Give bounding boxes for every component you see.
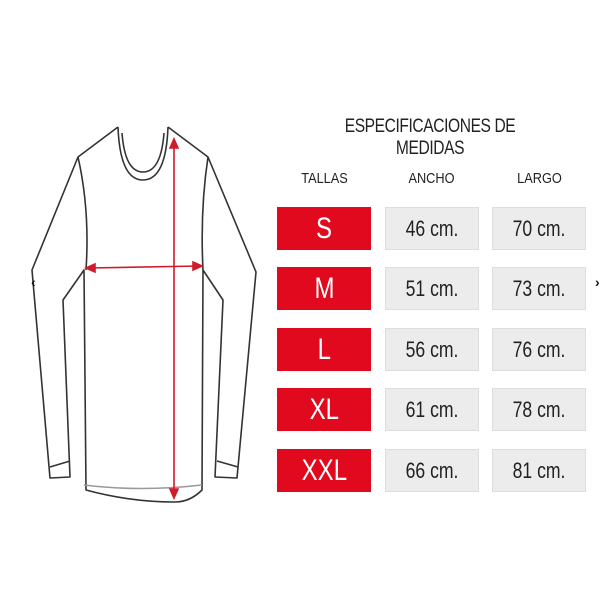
width-cell: 51 cm. xyxy=(385,267,479,310)
length-arrow-head-top xyxy=(168,137,180,149)
shirt-outline xyxy=(31,126,257,503)
size-cell: L xyxy=(277,328,371,371)
length-cell: 78 cm. xyxy=(492,388,586,431)
length-cell-text: 76 cm. xyxy=(512,336,566,362)
size-cell: S xyxy=(277,207,371,250)
header-width: ANCHO xyxy=(408,170,455,187)
header-size: TALLAS xyxy=(301,170,348,187)
width-cell-text: 56 cm. xyxy=(405,336,459,362)
width-arrow-head-left xyxy=(84,262,96,274)
size-cell: XL xyxy=(277,388,371,431)
size-cell: M xyxy=(277,267,371,310)
size-cell-text: XXL xyxy=(301,453,347,487)
length-cell-text: 78 cm. xyxy=(512,396,566,422)
length-cell-text: 70 cm. xyxy=(512,215,566,241)
length-cell: 81 cm. xyxy=(492,449,586,492)
width-cell-text: 51 cm. xyxy=(405,275,459,301)
width-arrow xyxy=(88,265,200,269)
prev-image-arrow-icon[interactable]: ‹ xyxy=(31,274,36,290)
length-cell: 73 cm. xyxy=(492,267,586,310)
width-cell: 61 cm. xyxy=(385,388,479,431)
length-cell: 76 cm. xyxy=(492,328,586,371)
size-cell: XXL xyxy=(277,449,371,492)
size-cell-text: L xyxy=(317,332,331,366)
chart-title: ESPECIFICACIONES DE MEDIDAS xyxy=(344,116,516,159)
width-cell-text: 66 cm. xyxy=(405,457,459,483)
length-cell: 70 cm. xyxy=(492,207,586,250)
length-arrow-head-bottom xyxy=(168,488,180,500)
header-length: LARGO xyxy=(517,170,562,187)
size-cell-text: XL xyxy=(309,392,339,426)
measure-arrows xyxy=(84,137,204,500)
width-cell-text: 46 cm. xyxy=(405,215,459,241)
width-cell: 46 cm. xyxy=(385,207,479,250)
length-cell-text: 81 cm. xyxy=(512,457,566,483)
size-cell-text: S xyxy=(315,211,332,245)
width-cell-text: 61 cm. xyxy=(405,396,459,422)
size-cell-text: M xyxy=(314,271,334,305)
length-cell-text: 73 cm. xyxy=(512,275,566,301)
next-image-arrow-icon[interactable]: › xyxy=(595,274,600,290)
width-cell: 56 cm. xyxy=(385,328,479,371)
width-arrow-head-right xyxy=(192,260,204,272)
width-cell: 66 cm. xyxy=(385,449,479,492)
